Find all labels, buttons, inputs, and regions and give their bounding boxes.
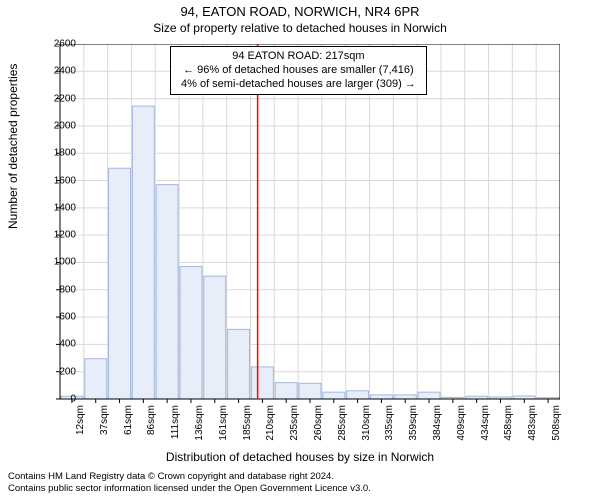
y-tick-label: 0: [70, 394, 76, 405]
x-tick-label: 434sqm: [480, 405, 491, 441]
histogram-bar: [251, 367, 273, 399]
page-subtitle: Size of property relative to detached ho…: [0, 21, 600, 35]
y-tick-label: 2200: [54, 93, 76, 104]
x-tick-label: 508sqm: [551, 405, 562, 441]
x-tick-label: 210sqm: [265, 405, 276, 441]
footer-line-2: Contains public sector information licen…: [8, 483, 371, 495]
x-tick-label: 310sqm: [361, 405, 372, 441]
y-tick-label: 1000: [54, 257, 76, 268]
annotation-line-1: 94 EATON ROAD: 217sqm: [181, 50, 416, 64]
annotation-line-2: ← 96% of detached houses are smaller (7,…: [181, 64, 416, 78]
histogram-bar: [418, 392, 440, 399]
y-tick-label: 2000: [54, 120, 76, 131]
y-tick-label: 1800: [54, 148, 76, 159]
histogram-bar: [228, 329, 250, 399]
x-tick-label: 185sqm: [242, 405, 253, 441]
x-tick-label: 37sqm: [99, 405, 110, 435]
y-tick-label: 600: [59, 312, 76, 323]
histogram-bar: [323, 392, 345, 399]
x-tick-label: 61sqm: [123, 405, 134, 435]
annotation-line-3: 4% of semi-detached houses are larger (3…: [181, 78, 416, 92]
histogram-bar: [347, 391, 369, 399]
x-tick-label: 86sqm: [146, 405, 157, 435]
histogram-bar: [132, 106, 154, 399]
y-tick-label: 2400: [54, 66, 76, 77]
plot-area: [60, 44, 580, 414]
y-tick-label: 800: [59, 284, 76, 295]
histogram-bar: [275, 383, 297, 399]
x-tick-label: 458sqm: [503, 405, 514, 441]
histogram-bar: [394, 395, 416, 399]
footer-line-1: Contains HM Land Registry data © Crown c…: [8, 471, 371, 483]
histogram-bar: [370, 395, 392, 399]
x-tick-label: 260sqm: [313, 405, 324, 441]
annotation-box: 94 EATON ROAD: 217sqm ← 96% of detached …: [170, 46, 427, 95]
histogram-chart: [55, 44, 560, 409]
y-tick-label: 400: [59, 339, 76, 350]
x-tick-label: 483sqm: [527, 405, 538, 441]
x-axis-label: Distribution of detached houses by size …: [0, 450, 600, 464]
x-tick-label: 12sqm: [75, 405, 86, 435]
x-tick-label: 111sqm: [170, 405, 181, 439]
histogram-bar: [109, 168, 131, 399]
y-tick-label: 200: [59, 366, 76, 377]
histogram-bar: [204, 276, 226, 399]
x-tick-label: 384sqm: [432, 405, 443, 441]
y-axis-label: Number of detached properties: [6, 64, 20, 229]
x-tick-label: 285sqm: [337, 405, 348, 441]
histogram-bar: [156, 185, 178, 399]
page-title: 94, EATON ROAD, NORWICH, NR4 6PR: [0, 4, 600, 19]
x-tick-label: 161sqm: [218, 405, 229, 441]
x-tick-label: 136sqm: [194, 405, 205, 441]
histogram-bar: [299, 383, 321, 399]
histogram-bar: [180, 267, 202, 399]
y-tick-label: 1200: [54, 230, 76, 241]
y-tick-label: 1400: [54, 202, 76, 213]
x-tick-label: 409sqm: [456, 405, 467, 441]
x-tick-label: 235sqm: [289, 405, 300, 441]
histogram-bar: [85, 359, 107, 399]
x-tick-label: 359sqm: [408, 405, 419, 441]
y-tick-label: 1600: [54, 175, 76, 186]
footer-attribution: Contains HM Land Registry data © Crown c…: [8, 471, 371, 495]
x-tick-label: 335sqm: [384, 405, 395, 441]
y-tick-label: 2600: [54, 39, 76, 50]
